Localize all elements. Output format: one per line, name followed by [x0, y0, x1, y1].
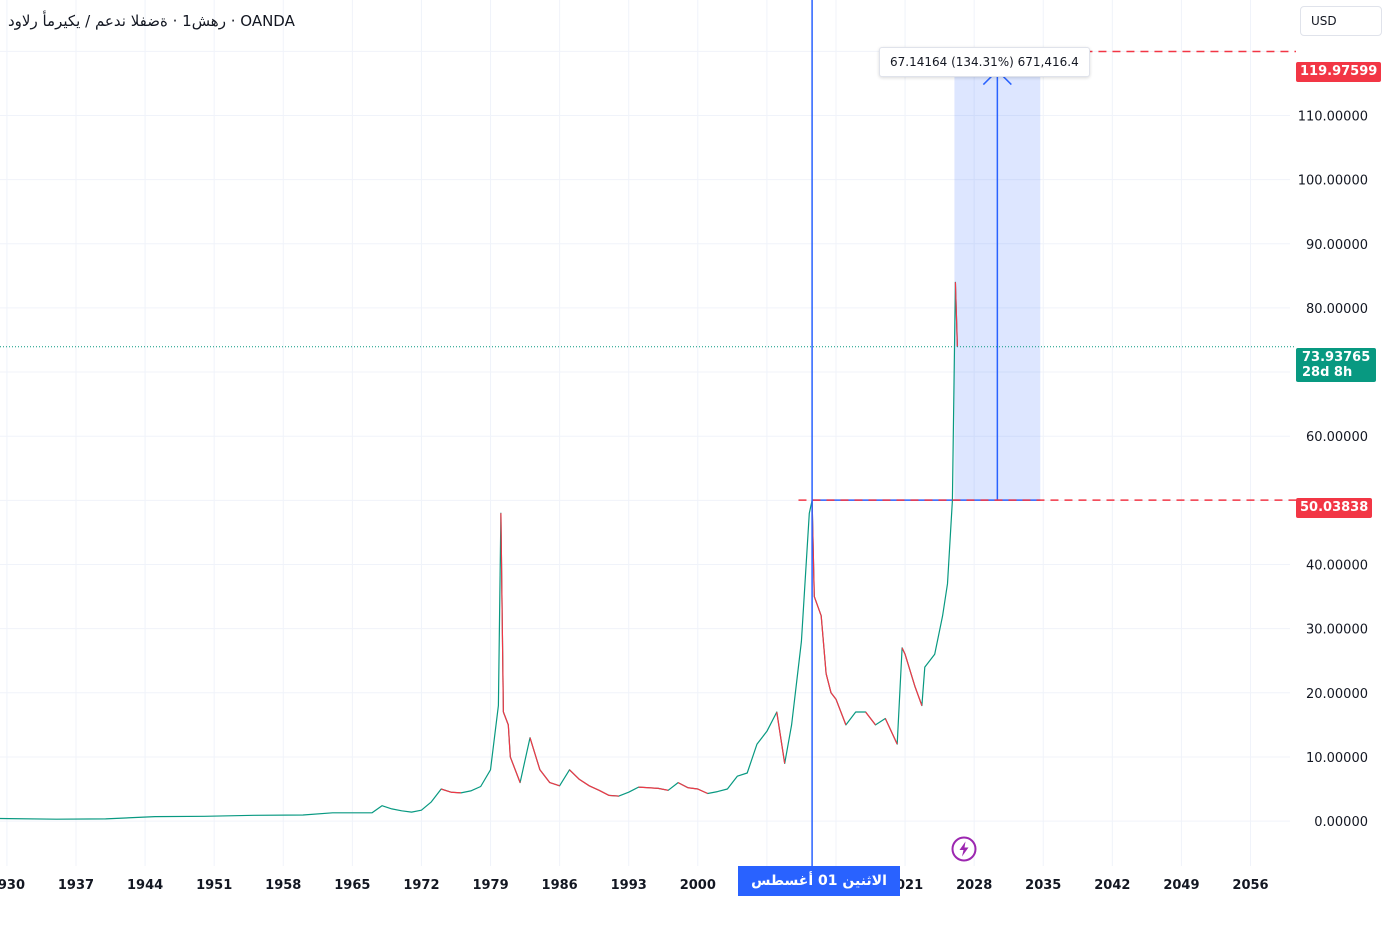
- x-tick-label: 1965: [334, 878, 370, 893]
- price-down-segment: [904, 654, 916, 687]
- price-down-segment: [648, 787, 659, 789]
- current-price-badge: 73.93765 28d 8h: [1296, 348, 1377, 382]
- price-down-segment: [509, 756, 521, 783]
- y-tick-label: 30.00000: [1306, 623, 1368, 638]
- price-down-segment: [835, 698, 847, 726]
- x-tick-label: 1993: [611, 878, 647, 893]
- price-badge-top: 119.97599: [1296, 62, 1382, 82]
- y-tick-label: 60.00000: [1306, 430, 1368, 445]
- x-tick-label: 2000: [680, 878, 716, 893]
- candle-countdown: 28d 8h: [1302, 365, 1353, 380]
- currency-button[interactable]: USD: [1300, 6, 1382, 36]
- x-tick-label: 1972: [403, 878, 439, 893]
- price-down-segment: [539, 769, 551, 783]
- price-down-segment: [441, 788, 452, 793]
- price-down-segment: [677, 782, 689, 789]
- flash-icon[interactable]: [951, 836, 977, 862]
- price-down-segment: [820, 615, 827, 674]
- price-down-segment: [954, 282, 958, 347]
- price-down-segment: [830, 692, 837, 700]
- x-tick-label: 1986: [542, 878, 578, 893]
- x-tick-label: 1958: [265, 878, 301, 893]
- price-down-segment: [507, 724, 511, 757]
- y-tick-label: 110.00000: [1298, 109, 1368, 124]
- price-badge-bottom: 50.03838: [1296, 498, 1373, 518]
- y-tick-label: 80.00000: [1306, 302, 1368, 317]
- price-down-segment: [500, 513, 504, 713]
- x-tick-label: 2028: [956, 878, 992, 893]
- price-down-segment: [502, 711, 509, 726]
- price-down-segment: [529, 737, 541, 770]
- x-tick-label: 2042: [1094, 878, 1130, 893]
- chart-svg[interactable]: 0.00000 10.00000 20.00000 30.00000 40.00000 6…: [0, 0, 1388, 901]
- y-tick-label: 40.00000: [1306, 559, 1368, 574]
- y-tick-label: 90.00000: [1306, 238, 1368, 253]
- price-down-segment: [598, 789, 610, 796]
- measure-label: 67.14164 (134.31%) 671,416.4: [879, 47, 1090, 77]
- price-down-segment: [697, 788, 708, 795]
- price-down-segment: [825, 673, 832, 693]
- x-tick-label: 2056: [1232, 878, 1268, 893]
- price-down-segment: [687, 787, 698, 790]
- price-down-segment: [914, 686, 923, 706]
- x-tick-label: 1944: [127, 878, 163, 893]
- price-down-segment: [884, 718, 898, 745]
- y-tick-label: 10.00000: [1306, 751, 1368, 766]
- x-tick-label: 1979: [472, 878, 508, 893]
- price-down-segment: [776, 711, 786, 764]
- y-tick-label: 100.00000: [1298, 174, 1368, 189]
- crosshair-date-label: الاثنين 01 أغسطس '11: [738, 866, 900, 919]
- price-down-segment: [588, 785, 600, 791]
- price-down-segment: [451, 791, 461, 794]
- x-tick-label: 2035: [1025, 878, 1061, 893]
- price-down-segment: [865, 711, 876, 726]
- price-down-segment: [579, 778, 590, 787]
- price-down-segment: [608, 794, 619, 797]
- price-down-segment: [569, 769, 580, 780]
- x-tick-label: 1937: [58, 878, 94, 893]
- price-down-segment: [813, 596, 822, 617]
- x-tick-label: 1930: [0, 878, 25, 893]
- y-tick-label: 0.00000: [1314, 815, 1368, 830]
- price-down-segment: [549, 782, 560, 787]
- price-down-segment: [638, 786, 649, 789]
- price-down-segment: [901, 647, 906, 655]
- x-tick-label: 1951: [196, 878, 232, 893]
- y-tick-label: 20.00000: [1306, 687, 1368, 702]
- price-down-segment: [658, 787, 669, 791]
- current-price-value: 73.93765: [1302, 350, 1371, 365]
- symbol-title: رهش1 · ةضفلا ندعم / يكيرمأ رلاود · OANDA: [8, 12, 295, 30]
- x-tick-label: 2049: [1163, 878, 1199, 893]
